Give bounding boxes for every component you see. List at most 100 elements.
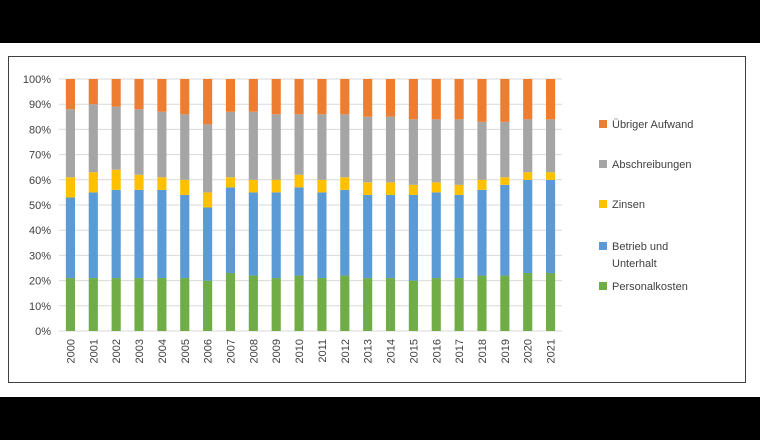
x-tick-label: 2007 <box>225 339 237 363</box>
bar-segment <box>431 278 441 331</box>
legend-label: Abschreibungen <box>612 159 692 171</box>
bar-segment <box>225 273 236 331</box>
y-tick-label: 30% <box>29 250 51 262</box>
bar-segment <box>385 116 396 183</box>
legend-swatch <box>599 120 607 128</box>
bar-segment <box>523 179 533 274</box>
bar-segment <box>111 79 121 107</box>
bar-segment <box>134 109 144 175</box>
legend-label: Übriger Aufwand <box>612 119 693 131</box>
legend-label: Zinsen <box>612 199 645 211</box>
x-tick-label: 2006 <box>203 339 215 363</box>
y-tick-label: 40% <box>29 225 51 237</box>
bar-segment <box>294 174 304 188</box>
bar-segment <box>111 106 121 170</box>
bar-segment <box>111 189 121 279</box>
bar-segment <box>363 194 373 279</box>
bar-segment <box>500 177 510 185</box>
bar-segment <box>317 114 327 180</box>
bar-segment <box>203 79 213 125</box>
bar-segment <box>180 194 190 279</box>
bar-segment <box>454 194 464 279</box>
bar-segment <box>454 278 464 331</box>
y-tick-label: 50% <box>29 200 51 212</box>
x-tick-label: 2020 <box>523 339 535 363</box>
bar-segment <box>271 79 281 115</box>
bar-segment <box>203 124 213 193</box>
bar-segment <box>88 192 98 279</box>
bar-segment <box>225 177 236 188</box>
bar-segment <box>340 177 350 190</box>
y-tick-label: 60% <box>29 175 51 187</box>
bar-segment <box>180 114 190 180</box>
bar-segment <box>134 174 144 190</box>
bar-segment <box>203 207 213 281</box>
bar-segment <box>477 275 487 331</box>
bar-segment <box>111 169 121 190</box>
legend-swatch <box>599 200 607 208</box>
bar-segment <box>317 79 327 115</box>
x-tick-label: 2013 <box>363 339 375 363</box>
bar-segment <box>134 79 144 110</box>
bar-segment <box>65 278 76 331</box>
bar-segment <box>65 177 76 198</box>
bar-segment <box>271 278 281 331</box>
bar-segment <box>545 79 556 120</box>
bar-segment <box>65 109 76 178</box>
bar-segment <box>248 79 258 112</box>
x-tick-label: 2001 <box>88 339 100 363</box>
bar-segment <box>408 184 418 195</box>
bar-segment <box>203 280 213 331</box>
x-tick-label: 2018 <box>477 339 489 363</box>
bar-segment <box>545 172 556 180</box>
bar-segment <box>340 114 350 178</box>
bar-segment <box>523 79 533 120</box>
legend-label: Personalkosten <box>612 281 688 293</box>
legend-swatch <box>599 242 607 250</box>
bar-segment <box>385 194 396 279</box>
bar-segment <box>385 79 396 117</box>
y-tick-label: 90% <box>29 99 51 111</box>
bar-segment <box>363 116 373 183</box>
x-tick-label: 2005 <box>180 339 192 363</box>
bar-segment <box>477 121 487 180</box>
bar-segment <box>248 275 258 331</box>
bar-segment <box>500 121 510 178</box>
bar-segment <box>180 179 190 195</box>
x-tick-label: 2000 <box>65 339 77 363</box>
bar-segment <box>477 179 487 190</box>
bar-segment <box>363 182 373 195</box>
bar-segment <box>157 111 167 178</box>
x-tick-label: 2009 <box>271 339 283 363</box>
bar-segment <box>248 192 258 276</box>
chart-container: 0% 10% 20% 30% 40% 50% 60% 70% 80% 90% 100% 2000 20… <box>8 56 746 383</box>
y-tick-label: 80% <box>29 124 51 136</box>
bar-segment <box>225 79 236 112</box>
bar-segment <box>523 172 533 180</box>
legend: Übriger Aufwand Abschreibungen Zinsen Betri… <box>599 119 693 293</box>
legend-label: Unterhalt <box>612 258 657 270</box>
bar-segment <box>157 177 167 190</box>
x-tick-label: 2021 <box>546 339 558 363</box>
bar-segment <box>294 187 304 276</box>
bar-segment <box>317 179 327 193</box>
x-tick-label: 2012 <box>340 339 352 363</box>
y-tick-label: 10% <box>29 301 51 313</box>
bar-segment <box>431 192 441 279</box>
bar-segment <box>500 79 510 122</box>
bar-segment <box>385 182 396 195</box>
stacked-bar-chart: 0%10%20%30%40%50%60%70%80%90%100% 2000 20… <box>23 74 693 363</box>
bar-segment <box>157 278 167 331</box>
legend-swatch <box>599 282 607 290</box>
bar-segment <box>180 79 190 115</box>
bar-segment <box>500 275 510 331</box>
image-frame: 0% 10% 20% 30% 40% 50% 60% 70% 80% 90% 100% 2000 20… <box>0 43 760 397</box>
x-tick-label: 2011 <box>317 339 329 363</box>
y-axis-ticks: 0% 10% 20% 30% 40% 50% 60% 70% 80% 90% 100% <box>23 74 51 338</box>
bar-segment <box>271 179 281 193</box>
bar-segment <box>340 79 350 115</box>
x-tick-label: 2008 <box>248 339 260 363</box>
bar-segment <box>545 179 556 274</box>
bar-segment <box>248 179 258 193</box>
bar-segment <box>454 79 464 120</box>
